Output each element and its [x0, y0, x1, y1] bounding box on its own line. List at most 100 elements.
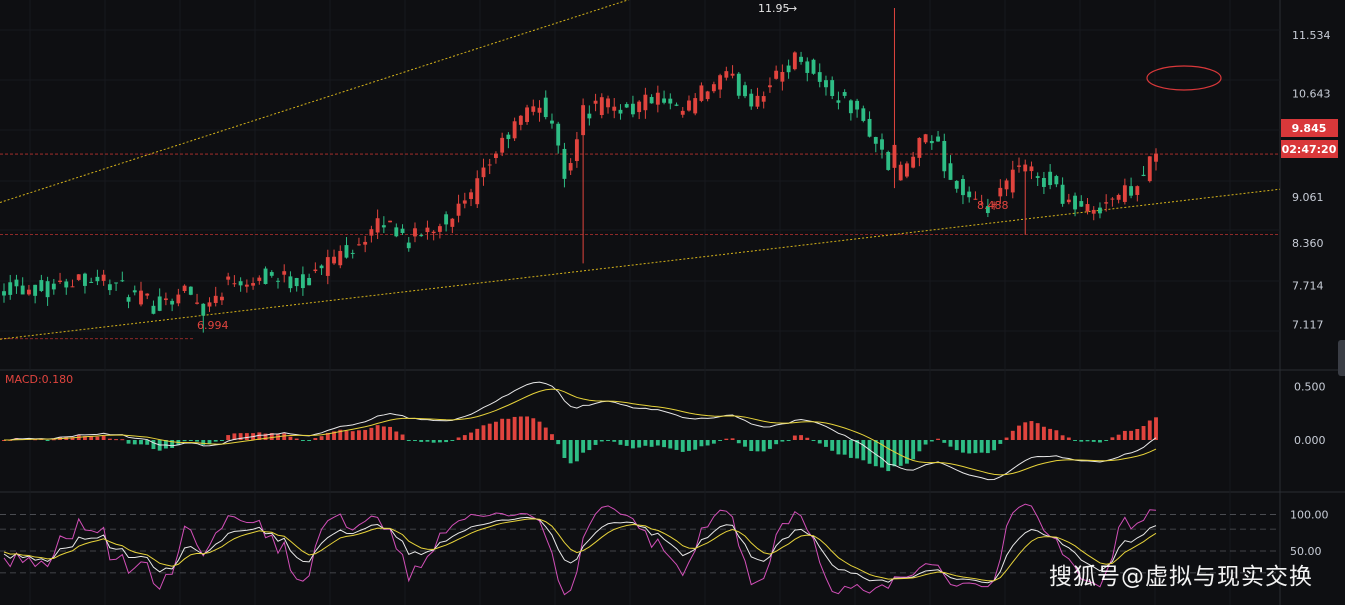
current-price-label: 9.845 — [1292, 122, 1327, 135]
candle-body — [375, 218, 380, 233]
candle-body — [1035, 176, 1040, 178]
candle-body — [456, 203, 461, 216]
macd-histogram-bar — [400, 434, 405, 440]
grid — [0, 0, 1280, 605]
panel-collapse-handle[interactable] — [1338, 340, 1345, 376]
candle-body — [1054, 176, 1059, 185]
candle-body — [718, 75, 723, 90]
candle-body — [300, 274, 305, 289]
candle-body — [867, 118, 872, 137]
macd-histogram-bar — [581, 440, 586, 453]
candle-body — [332, 256, 336, 264]
candle-body — [587, 113, 592, 119]
macd-histogram-bar — [699, 440, 704, 447]
candle-body — [282, 271, 287, 275]
candle-body — [2, 291, 6, 296]
candle-body — [475, 178, 480, 205]
macd-histogram-bar — [687, 440, 691, 451]
macd-histogram-bar — [1129, 430, 1134, 440]
macd-histogram-bar — [954, 440, 959, 451]
macd-histogram-bar — [792, 435, 797, 440]
macd-histogram-bar — [967, 440, 972, 454]
candle-body — [1079, 201, 1084, 207]
candle-body — [388, 220, 393, 223]
candle-body — [537, 107, 542, 113]
macd-histogram-bar — [1104, 440, 1109, 441]
macd-histogram-bar — [749, 440, 754, 452]
price-axis-tick: 9.061 — [1292, 191, 1324, 204]
candle-body — [151, 305, 156, 314]
candle-body — [711, 84, 716, 92]
candle-body — [948, 163, 953, 180]
candle-body — [904, 163, 909, 177]
macd-histogram-bar — [313, 438, 318, 440]
macd-histogram-bar — [799, 435, 803, 440]
candle-body — [630, 103, 635, 115]
candle-body — [182, 285, 187, 292]
candle-body — [1048, 171, 1053, 186]
macd-histogram-bar — [195, 440, 199, 442]
candle-body — [381, 225, 386, 228]
macd-histogram-bar — [1035, 423, 1040, 440]
candle-body — [506, 134, 511, 140]
candle-body — [1141, 174, 1146, 177]
macd-histogram-bar — [693, 440, 698, 450]
candle-body — [33, 284, 38, 296]
candle-body — [755, 95, 760, 107]
candle-body — [992, 204, 997, 206]
candle-body — [220, 296, 224, 301]
macd-histogram-bar — [375, 425, 380, 440]
candle-body — [693, 98, 698, 114]
candle-body — [917, 137, 922, 158]
macd-histogram-bar — [518, 416, 523, 440]
candle-body — [70, 286, 75, 288]
macd-axis-tick: 0.500 — [1294, 381, 1326, 394]
candle-body — [861, 108, 866, 121]
candle-body — [307, 278, 312, 286]
macd-histogram-bar — [1116, 434, 1121, 440]
macd-histogram-bar — [139, 440, 143, 445]
macd-histogram-bar — [500, 418, 505, 440]
macd-histogram-bar — [724, 438, 729, 440]
candle-body — [126, 297, 131, 302]
candle-body — [1017, 165, 1021, 167]
target-ellipse-drawing[interactable] — [1146, 65, 1222, 91]
macd-histogram-bar — [855, 440, 860, 459]
candle-body — [668, 98, 673, 104]
trend-channel-lower — [0, 188, 1281, 340]
macd-histogram-bar — [413, 440, 417, 441]
candle-body — [612, 106, 617, 111]
candle-body — [680, 110, 685, 115]
candle-body — [961, 178, 965, 196]
macd-histogram-bar — [288, 436, 293, 440]
candle-body — [799, 56, 803, 62]
candle-body — [985, 206, 990, 214]
candle-body — [257, 277, 262, 281]
candle-body — [89, 281, 94, 283]
candle-body — [543, 97, 548, 118]
candle-body — [1116, 194, 1121, 200]
kdj-axis-tick: 100.00 — [1290, 509, 1329, 522]
candle-body — [251, 283, 256, 286]
macd-histogram-bar — [904, 440, 909, 464]
macd-histogram-bar — [998, 440, 1003, 444]
macd-histogram-bar — [743, 440, 747, 447]
macd-histogram-bar — [1041, 426, 1046, 440]
candle-body — [350, 252, 355, 254]
candle-body — [157, 296, 162, 311]
candle-body — [649, 97, 654, 104]
macd-histogram-bar — [282, 433, 287, 440]
candle-body — [369, 229, 374, 236]
macd-histogram-bar — [437, 440, 442, 443]
candle-body — [319, 265, 324, 269]
macd-histogram-bar — [51, 439, 56, 441]
macd-histogram-bar — [107, 438, 112, 440]
candle-body — [848, 100, 853, 114]
candle-body — [163, 298, 168, 301]
macd-histogram-bar — [730, 438, 735, 440]
macd-histogram-bar — [929, 440, 934, 442]
macd-histogram-bar — [394, 431, 399, 440]
candle-body — [170, 300, 175, 305]
